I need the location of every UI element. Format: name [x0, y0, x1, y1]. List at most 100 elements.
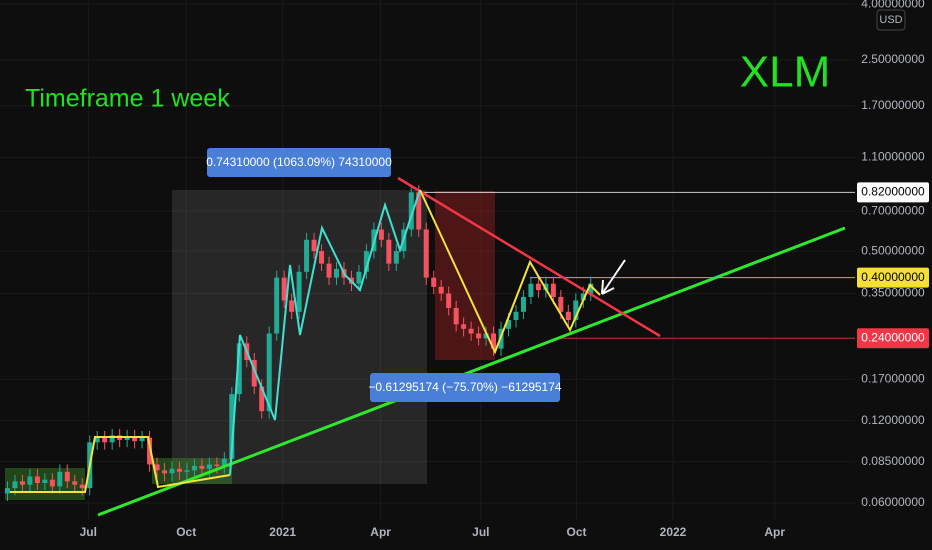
candle-body [72, 481, 78, 485]
candle-body [573, 300, 579, 320]
candle-body [378, 229, 384, 240]
y-tick-label: 1.70000000 [861, 98, 925, 112]
candle-body [588, 283, 594, 294]
y-tick-label: 0.35000000 [861, 286, 925, 300]
candle-body [565, 311, 571, 320]
axis-labels: 0.06000000 0.08500000 0.12000000 0.17000000… [80, 0, 929, 539]
resistance-trendline [397, 176, 661, 338]
chart-title: XLM [740, 48, 830, 97]
candle-body [438, 286, 444, 294]
measure-box [207, 148, 391, 177]
candle-body [513, 311, 519, 320]
candle-body [528, 283, 534, 297]
currency-box[interactable] [876, 9, 906, 31]
y-tick-label: 0.17000000 [861, 371, 925, 385]
candle-body [520, 296, 526, 312]
candle-body [580, 293, 586, 301]
candle-body [334, 269, 340, 278]
candle-body [102, 437, 108, 443]
y-tick-label: 0.08500000 [861, 454, 925, 468]
candle-body [42, 479, 48, 484]
candle-body [363, 251, 369, 272]
candle-body [304, 239, 310, 272]
candle-body [296, 271, 302, 312]
candle-body [431, 277, 437, 287]
candle-body [191, 465, 197, 471]
candle-body [543, 283, 549, 291]
y-tick-label: 0.70000000 [861, 203, 925, 217]
x-tick-label: Jul [80, 525, 97, 539]
candles [4, 185, 594, 502]
candle-body [446, 293, 452, 308]
support-trendline [97, 226, 846, 517]
candle-body [162, 470, 168, 474]
candle-body [169, 468, 175, 474]
x-tick-label: Apr [370, 525, 391, 539]
x-tick-label: Oct [567, 525, 587, 539]
candle-body [319, 251, 325, 264]
y-tick-label: 0.50000000 [861, 243, 925, 257]
candle-body [124, 436, 130, 440]
grid [0, 0, 855, 520]
y-tick-label: 2.50000000 [861, 52, 925, 66]
candle-body [27, 476, 33, 485]
candle-body [483, 333, 489, 339]
arrow [601, 259, 626, 295]
candle-body [266, 333, 272, 412]
x-tick-label: 2021 [269, 525, 296, 539]
candle-body [505, 319, 511, 329]
measure-box [370, 373, 560, 402]
subtitle: Timeframe 1 week [25, 85, 230, 113]
candle-body [57, 471, 63, 487]
candle-body [206, 464, 212, 469]
candle-body [416, 192, 422, 230]
price-label-box [857, 267, 929, 288]
candle-body [550, 283, 556, 297]
candle-body [423, 229, 429, 278]
x-tick-label: 2022 [660, 525, 687, 539]
price-label: 0.24000000 [861, 330, 925, 344]
candle-body [154, 464, 160, 471]
candle-body [109, 435, 115, 443]
candle-body [326, 263, 332, 278]
price-lines [420, 191, 855, 339]
candle-body [64, 471, 70, 482]
price-label-box [857, 328, 929, 349]
candle-body [311, 239, 317, 252]
candle-body [214, 464, 220, 466]
candle-body [535, 283, 541, 291]
candle-body [461, 324, 467, 329]
price-label-box [857, 182, 929, 203]
candle-body [393, 251, 399, 264]
candle-body [79, 484, 85, 489]
candle-body [289, 300, 295, 312]
candle-body [251, 359, 257, 387]
range-box [172, 190, 427, 484]
candle-body [4, 488, 10, 494]
candle-body [34, 476, 40, 484]
x-tick-label: Oct [176, 525, 196, 539]
pattern-line [229, 189, 421, 476]
pattern-line [419, 189, 601, 355]
candle-body [147, 437, 153, 465]
candle-body [229, 394, 235, 459]
measure-label: 0.74310000 (1063.09%) 74310000 [206, 155, 392, 169]
candle-body [558, 296, 564, 312]
candle-body [12, 481, 18, 489]
candle-body [408, 192, 414, 230]
price-label: 0.82000000 [861, 185, 925, 199]
candle-body [176, 468, 182, 472]
candle-body [184, 470, 190, 472]
candle-body [281, 277, 287, 301]
y-tick-label: 0.06000000 [861, 495, 925, 509]
candle-body [274, 277, 280, 334]
candle-body [476, 333, 482, 339]
measure-label: −0.61295174 (−75.70%) −61295174 [368, 380, 561, 394]
candle-body [468, 328, 474, 334]
currency[interactable]: USD [879, 14, 902, 26]
candle-body [132, 436, 138, 442]
pattern-line [10, 436, 231, 493]
price-label: 0.40000000 [861, 270, 925, 284]
